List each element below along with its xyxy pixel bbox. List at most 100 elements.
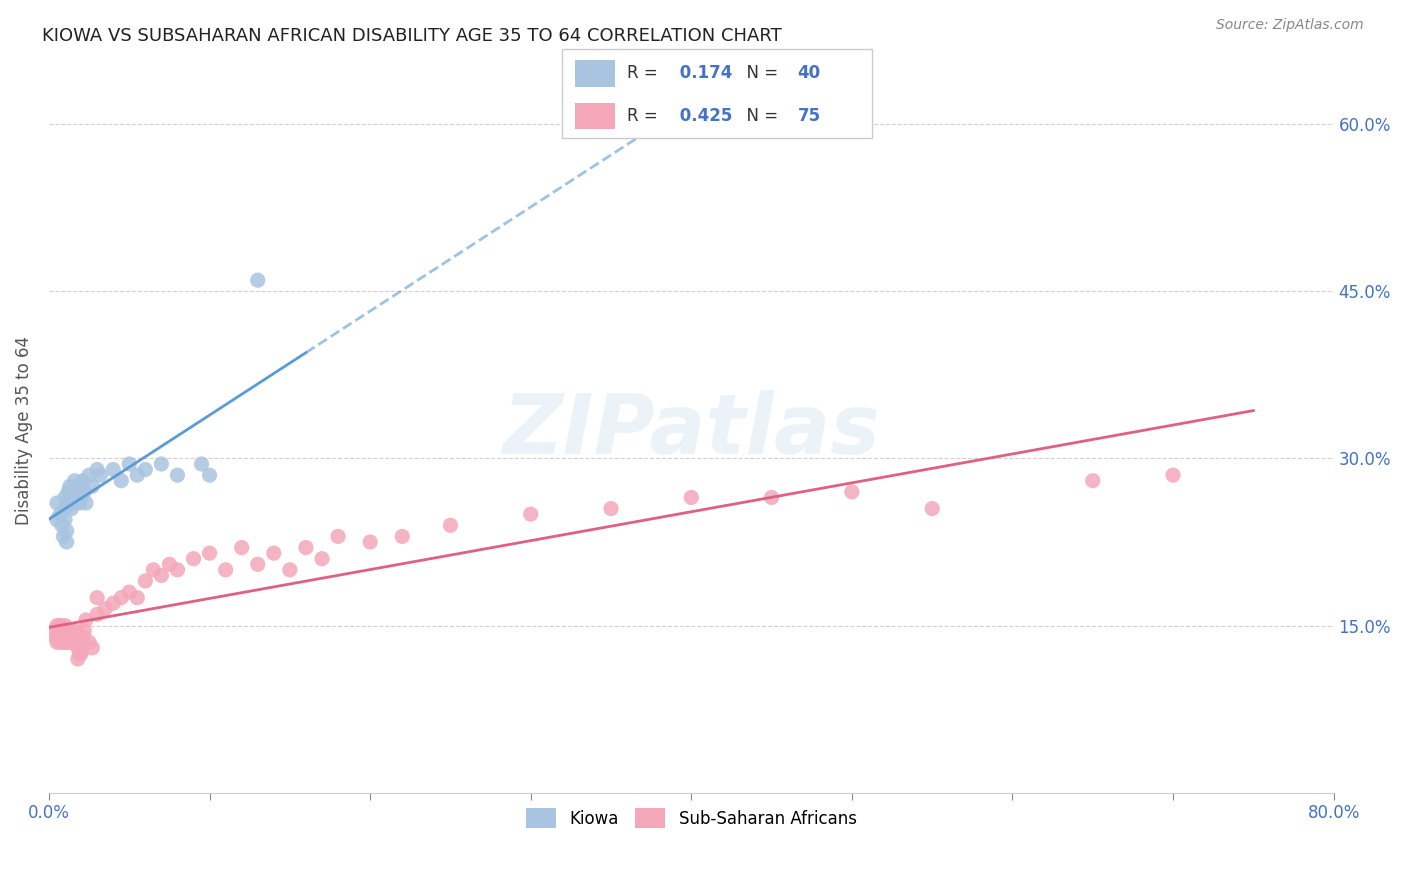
FancyBboxPatch shape (575, 103, 614, 129)
Point (53, 624, 76, 639)
Point (72, 630, 94, 644)
Point (59, 491, 82, 505)
Point (66, 640, 89, 655)
Point (166, 563, 188, 577)
Point (110, 474, 132, 488)
Point (86, 591, 108, 605)
Text: N =: N = (735, 107, 783, 125)
Point (53, 513, 76, 527)
Point (53, 501, 76, 516)
Point (53, 491, 76, 505)
FancyBboxPatch shape (562, 49, 872, 138)
Point (73, 624, 96, 639)
Point (52, 630, 75, 644)
Point (103, 596, 125, 610)
Point (52, 529, 75, 543)
Text: R =: R = (627, 107, 664, 125)
Point (183, 551, 205, 566)
Point (51, 630, 73, 644)
Text: KIOWA VS SUBSAHARAN AFRICAN DISABILITY AGE 35 TO 64 CORRELATION CHART: KIOWA VS SUBSAHARAN AFRICAN DISABILITY A… (42, 27, 782, 45)
Point (66, 484, 89, 499)
Point (55, 635, 77, 649)
Point (761, 491, 783, 505)
Point (311, 551, 333, 566)
Point (70, 640, 93, 655)
Point (51, 518, 73, 533)
Point (62, 496, 84, 510)
Text: ZIPatlas: ZIPatlas (502, 390, 880, 471)
Point (60, 501, 83, 516)
Point (69, 496, 91, 510)
Point (70, 647, 93, 661)
Point (46, 496, 69, 510)
Point (52, 635, 75, 649)
Point (142, 563, 165, 577)
Point (921, 501, 943, 516)
Point (58, 496, 80, 510)
Point (231, 541, 253, 555)
Point (72, 474, 94, 488)
Legend: Kiowa, Sub-Saharan Africans: Kiowa, Sub-Saharan Africans (519, 801, 863, 835)
Point (134, 574, 156, 588)
Text: R =: R = (627, 64, 664, 82)
Point (69, 647, 91, 661)
Point (359, 535, 381, 549)
Point (46, 635, 69, 649)
Point (62, 484, 84, 499)
Point (49, 507, 72, 521)
Point (118, 585, 141, 599)
Point (63, 474, 86, 488)
Point (58, 630, 80, 644)
Point (58, 484, 80, 499)
Point (46, 618, 69, 632)
Point (59, 624, 82, 639)
Point (63, 630, 86, 644)
Point (62, 635, 84, 649)
Point (55, 535, 77, 549)
Point (127, 468, 149, 483)
Point (82, 479, 104, 493)
Point (157, 558, 180, 572)
Point (63, 624, 86, 639)
Point (53, 618, 76, 632)
Point (49, 635, 72, 649)
Text: 0.174: 0.174 (673, 64, 733, 82)
Point (65, 635, 87, 649)
Point (198, 546, 221, 560)
Point (326, 529, 349, 543)
Point (263, 546, 285, 560)
Point (59, 630, 82, 644)
Point (198, 468, 221, 483)
Point (103, 462, 125, 476)
Point (69, 630, 91, 644)
Text: 0.425: 0.425 (673, 107, 733, 125)
Point (1161, 468, 1184, 483)
Point (58, 635, 80, 649)
Point (66, 652, 89, 666)
Point (118, 457, 141, 471)
Point (75, 496, 97, 510)
Point (150, 457, 173, 471)
Point (53, 635, 76, 649)
Point (86, 462, 108, 476)
Point (77, 468, 100, 483)
Point (42, 624, 65, 639)
Point (70, 479, 93, 493)
Point (246, 558, 269, 572)
Point (70, 635, 93, 649)
Point (65, 624, 87, 639)
Point (841, 484, 863, 499)
Point (48, 624, 70, 639)
Point (278, 563, 301, 577)
Point (519, 507, 541, 521)
Point (600, 501, 623, 516)
Point (439, 518, 461, 533)
Point (82, 640, 104, 655)
Point (150, 568, 173, 582)
Point (70, 491, 93, 505)
Point (55, 524, 77, 538)
Point (86, 607, 108, 622)
Point (62, 630, 84, 644)
Point (65, 479, 87, 493)
FancyBboxPatch shape (575, 60, 614, 87)
